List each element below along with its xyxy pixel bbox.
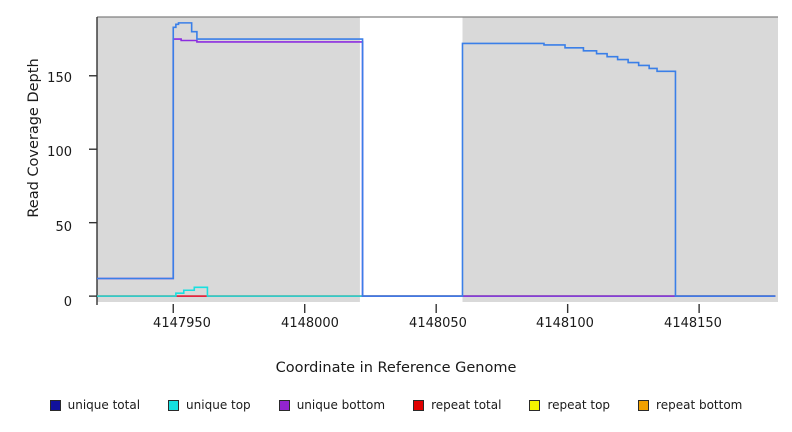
- legend-item-unique-bottom[interactable]: unique bottom: [278, 398, 386, 412]
- legend-swatch-icon: [168, 399, 180, 411]
- legend-item-repeat-bottom[interactable]: repeat bottom: [638, 398, 742, 412]
- x-axis-title: Coordinate in Reference Genome: [275, 360, 517, 376]
- legend-label: repeat bottom: [656, 398, 743, 412]
- legend-swatch-icon: [413, 399, 425, 411]
- axis-lines: [89, 16, 778, 313]
- y-tick-label-150: 150: [47, 71, 72, 86]
- y-tick-label-0: 0: [63, 295, 72, 310]
- x-tick-label-4: 4148100: [536, 316, 594, 331]
- legend-label: repeat top: [547, 398, 611, 412]
- legend-item-repeat-top[interactable]: repeat top: [529, 398, 610, 412]
- legend-swatch-icon: [278, 399, 290, 411]
- series-unique-total: [97, 22, 776, 297]
- legend-item-unique-total[interactable]: unique total: [49, 398, 141, 412]
- legend-swatch-icon: [49, 399, 61, 411]
- legend-label: unique bottom: [296, 398, 386, 412]
- x-tick-label-5: 4148150: [664, 316, 722, 331]
- legend-label: unique total: [67, 398, 141, 412]
- legend-item-unique-top[interactable]: unique top: [168, 398, 251, 412]
- series-unique-top: [97, 286, 776, 297]
- chart-legend: unique total unique top unique bottom repea…: [0, 398, 792, 412]
- x-tick-label-3: 4148050: [409, 316, 467, 331]
- shaded-region-0: [97, 17, 360, 302]
- shaded-region-1: [462, 17, 778, 302]
- x-tick-label-2: 4148000: [281, 316, 339, 331]
- y-tick-label-100: 100: [47, 145, 72, 160]
- data-series: [97, 22, 776, 297]
- legend-item-repeat-total[interactable]: repeat total: [413, 398, 501, 412]
- shaded-regions: [97, 17, 778, 302]
- legend-label: repeat total: [431, 398, 502, 412]
- y-tick-label-50: 50: [55, 220, 72, 235]
- x-tick-label-1: 4147950: [153, 316, 211, 331]
- legend-swatch-icon: [529, 399, 541, 411]
- legend-label: unique top: [186, 398, 251, 412]
- legend-swatch-icon: [638, 399, 650, 411]
